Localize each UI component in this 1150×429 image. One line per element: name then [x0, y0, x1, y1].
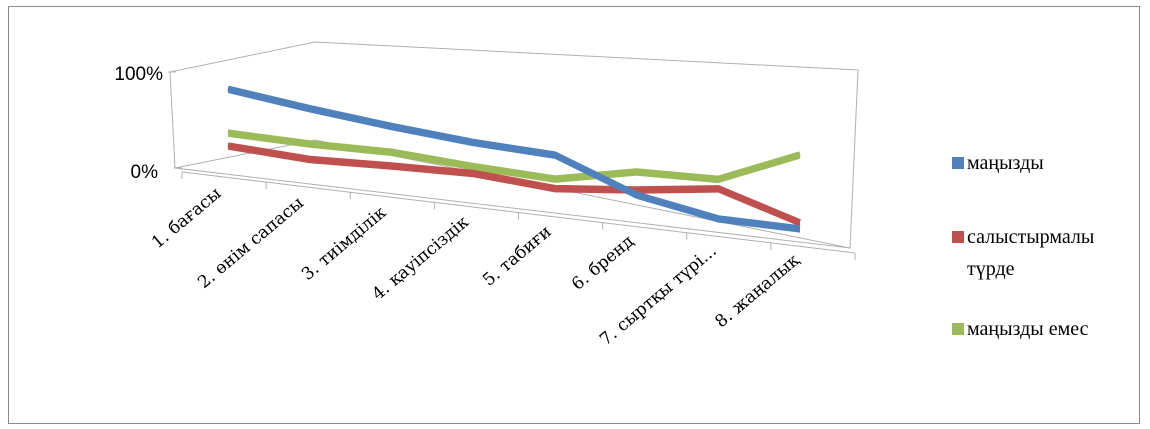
category-label-4: 4. қауіпсіздік [368, 212, 473, 304]
series-ribbon-0 [228, 88, 800, 233]
category-label-3: 3. тиімділік [298, 202, 391, 284]
axis-ticks [168, 71, 856, 260]
series-0 [227, 85, 801, 233]
series-layer [227, 85, 801, 233]
legend-label-0: маңызды [967, 152, 1044, 174]
series-line-2 [227, 129, 801, 181]
legend-label-1: салыстырмалы түрде [967, 226, 1094, 280]
y-tick-label-100: 100% [114, 64, 163, 85]
category-label-1: 1. бағасы [148, 184, 225, 253]
series-line-1 [227, 142, 801, 224]
series-2 [227, 129, 801, 184]
legend-swatch-0 [952, 157, 964, 169]
category-label-6: 6. бренд [568, 231, 638, 294]
series-line-0 [227, 85, 801, 231]
y-tick-label-0: 0% [131, 162, 159, 183]
legend: маңызды салыстырмалы түрде маңызды емес [952, 152, 1094, 340]
legend-item-1: салыстырмалы түрде [952, 226, 1094, 280]
back-wall [169, 41, 859, 249]
legend-swatch-2 [952, 323, 964, 335]
category-label-5: 5. табиғи [479, 222, 555, 291]
legend-item-2: маңызды емес [952, 318, 1089, 340]
legend-label-2: маңызды емес [967, 318, 1089, 340]
category-label-8: 8. жаңалық [711, 250, 803, 332]
legend-swatch-1 [952, 231, 964, 243]
legend-item-0: маңызды [952, 152, 1044, 174]
